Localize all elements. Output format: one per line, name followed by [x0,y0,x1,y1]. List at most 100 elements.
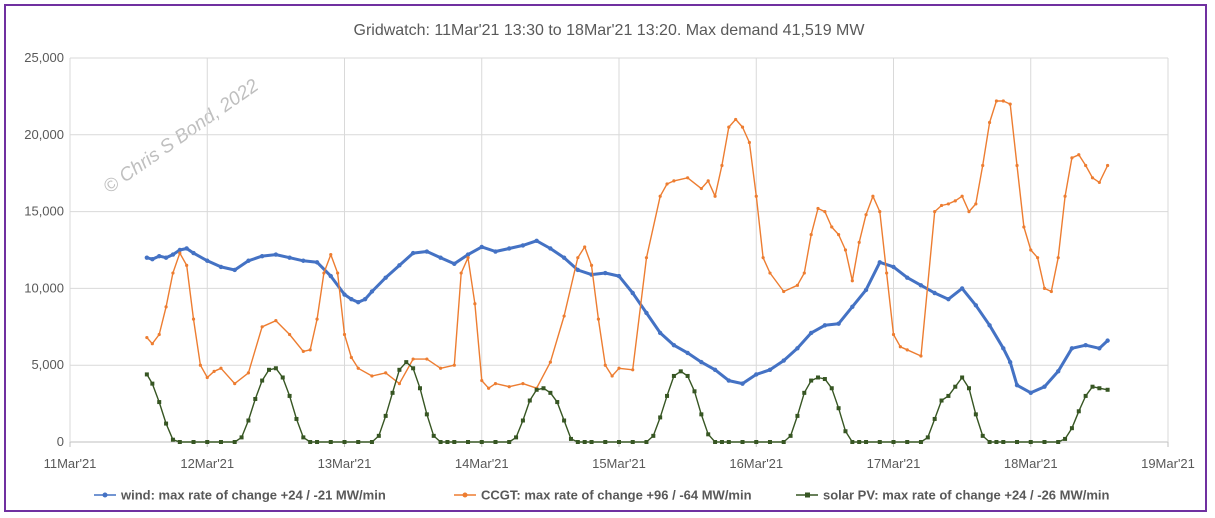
data-point [424,249,430,254]
data-point [877,260,882,265]
data-point [246,258,251,263]
data-point [150,257,155,262]
data-point [617,440,621,444]
data-point [822,323,828,328]
data-point [1029,248,1033,252]
data-point [1028,390,1033,396]
data-point [918,283,924,288]
data-point [734,117,738,122]
data-point [1097,180,1101,185]
data-point [863,287,869,293]
data-point [610,374,614,378]
data-point [795,283,800,287]
data-point [370,374,374,378]
data-point [726,378,731,383]
data-point [740,381,745,386]
data-point [575,267,581,273]
data-point [1063,436,1068,441]
data-point [1090,176,1095,180]
data-point [1069,346,1075,351]
legend-label: solar PV: max rate of change +24 / -26 M… [823,488,1110,503]
data-point [218,440,223,444]
data-point [424,412,429,417]
data-point [369,289,375,294]
data-point [939,398,944,403]
data-point [445,440,450,444]
data-point [658,415,663,420]
data-point [699,359,704,365]
data-point [905,275,910,280]
data-point [864,213,868,217]
data-point [837,233,841,237]
data-point [383,275,388,280]
data-point [713,440,718,444]
data-point [678,369,683,374]
data-point [850,304,855,310]
data-point [973,303,979,308]
data-point [267,367,272,372]
data-point [233,382,237,386]
data-point [1056,256,1060,260]
data-point [465,252,471,257]
chart-title: Gridwatch: 11Mar'21 13:30 to 18Mar'21 13… [354,22,866,39]
data-point [644,310,649,316]
data-point [905,440,910,444]
data-point [767,440,772,444]
data-point [885,271,889,275]
data-point [836,406,841,411]
data-point [713,194,717,198]
data-point [356,366,360,370]
data-point [699,186,703,191]
data-point [411,366,416,371]
data-point [314,260,320,265]
data-point [706,179,710,183]
y-tick-label: 5,000 [31,357,64,372]
data-point [1001,99,1005,103]
data-point [816,375,821,380]
data-point [178,251,182,255]
data-point [720,163,724,168]
series-2 [144,360,1110,444]
data-point [342,292,347,297]
data-point [767,367,773,373]
data-point [308,440,313,444]
data-point [960,194,964,198]
data-point [459,271,463,275]
data-point [822,377,827,382]
data-point [301,349,305,353]
data-point [170,252,176,257]
data-point [308,348,312,352]
data-point [239,435,244,440]
data-point [287,255,292,260]
data-point [603,440,608,444]
data-point [521,382,525,386]
data-point [877,440,882,444]
data-point [260,378,265,383]
series-lines [144,99,1110,444]
data-point [232,267,237,273]
data-point [671,343,677,348]
data-point [322,271,326,275]
data-point [342,332,347,337]
data-point [163,255,169,260]
data-point [685,350,690,356]
data-point [761,256,765,260]
data-point [740,440,745,444]
data-point [829,386,834,391]
series-line [146,100,1109,389]
data-point [1008,102,1012,106]
data-point [603,270,608,276]
data-point [356,440,361,444]
data-point [170,437,175,442]
data-point [479,440,484,444]
data-point [973,412,978,417]
data-point [150,342,154,346]
data-point [727,125,731,129]
data-point [706,432,711,437]
data-point [864,440,869,444]
x-tick-label: 16Mar'21 [729,456,783,471]
data-point [315,317,319,321]
data-point [376,433,381,438]
data-point [1056,440,1061,444]
data-point [974,202,978,206]
